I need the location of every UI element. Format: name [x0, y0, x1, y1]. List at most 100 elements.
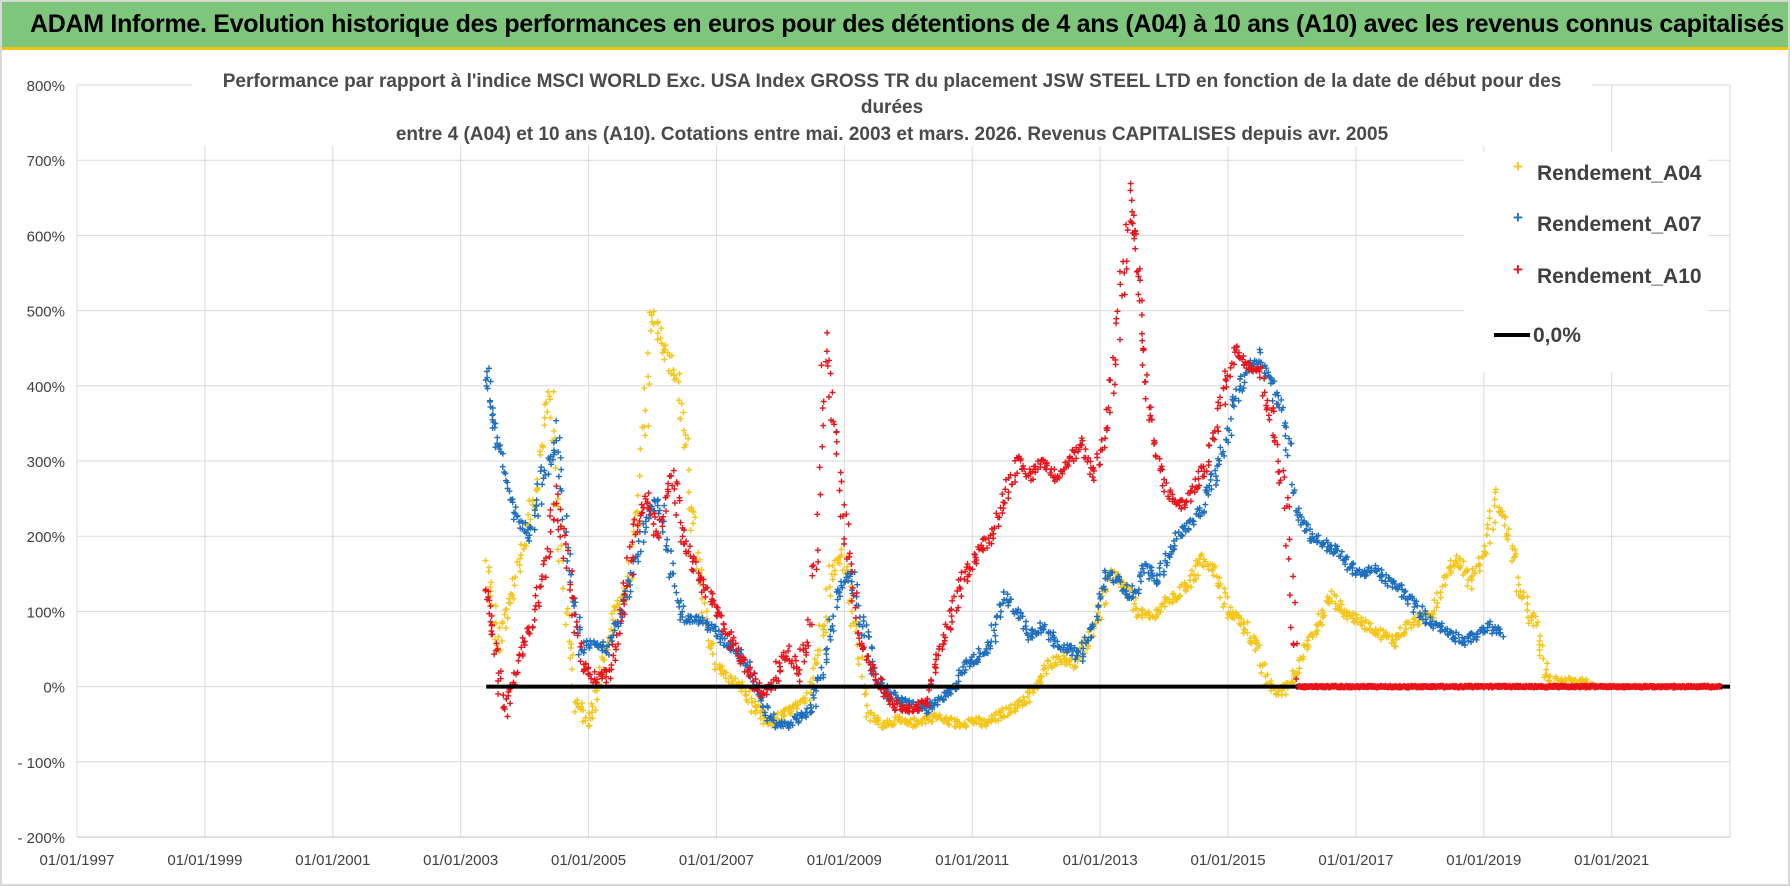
data-point-a04: [793, 705, 800, 712]
data-point-a04: [680, 427, 687, 434]
data-point-a04: [922, 720, 929, 727]
data-point-a07: [1072, 656, 1079, 663]
data-point-a07: [975, 645, 982, 652]
data-point-a07: [531, 526, 538, 533]
data-point-a04: [1132, 605, 1139, 612]
data-point-a07: [1233, 386, 1240, 393]
data-point-a10: [1128, 219, 1135, 226]
data-point-a04: [1515, 574, 1522, 581]
data-point-a04: [946, 721, 953, 728]
data-point-a07: [677, 616, 684, 623]
data-point-a07: [1051, 634, 1058, 641]
data-point-a07: [830, 627, 837, 634]
data-point-a04: [1350, 610, 1357, 617]
data-point-a04: [1566, 674, 1573, 681]
data-point-a07: [892, 692, 899, 699]
data-point-a07: [1055, 643, 1062, 650]
data-point-a10: [1139, 330, 1145, 337]
data-point-a10: [817, 491, 824, 498]
data-point-a07: [1500, 633, 1507, 640]
data-point-a04: [1433, 604, 1440, 611]
data-point-a04: [611, 608, 618, 614]
data-point-a10: [824, 329, 831, 336]
data-point-a04: [1532, 613, 1539, 620]
data-point-a10: [547, 528, 554, 535]
data-point-a04: [648, 327, 654, 334]
data-point-a04: [1512, 546, 1518, 553]
data-point-a07: [836, 589, 843, 596]
data-point-a04: [1315, 611, 1322, 618]
data-point-a04: [645, 373, 652, 380]
data-point-a10: [1161, 488, 1168, 495]
data-point-a10: [833, 438, 840, 445]
data-point-a04: [1492, 486, 1499, 493]
data-point-a04: [482, 557, 489, 564]
data-point-a04: [1333, 593, 1340, 600]
data-point-a04: [514, 558, 521, 565]
data-point-a10: [1107, 377, 1114, 384]
data-point-a10: [1086, 471, 1093, 478]
data-point-a10: [1020, 462, 1026, 469]
data-point-a07: [998, 608, 1004, 615]
data-point-a07: [1208, 486, 1215, 493]
data-point-a04: [1313, 631, 1320, 638]
data-point-a04: [1483, 550, 1490, 557]
data-point-a10: [841, 501, 848, 508]
data-point-a07: [1202, 501, 1209, 508]
data-point-a04: [988, 712, 995, 719]
data-point-a04: [757, 715, 764, 722]
data-point-a04: [1156, 607, 1162, 614]
data-point-a10: [1256, 374, 1263, 381]
data-point-a10: [567, 586, 573, 593]
data-point-a04: [1502, 514, 1508, 520]
data-point-a04: [1095, 609, 1102, 616]
data-point-a04: [1026, 698, 1033, 705]
data-point-a07: [841, 579, 847, 586]
data-point-a04: [552, 465, 559, 471]
data-point-a07: [854, 581, 861, 588]
data-point-a04: [1139, 606, 1146, 613]
data-point-a07: [1164, 559, 1171, 566]
data-point-a04: [495, 633, 502, 640]
data-point-a04: [1006, 710, 1013, 717]
data-point-a04: [907, 716, 914, 723]
data-point-a07: [770, 711, 777, 718]
data-point-a04: [516, 555, 523, 562]
data-point-a10: [826, 357, 832, 364]
data-point-a04: [1238, 615, 1245, 622]
data-point-a04: [504, 615, 511, 621]
data-point-a07: [627, 588, 634, 595]
data-point-a07: [1172, 530, 1179, 537]
data-point-a04: [997, 709, 1004, 716]
data-point-a04: [668, 352, 675, 359]
x-tick-label: 01/01/2005: [551, 852, 626, 869]
data-point-a10: [820, 422, 827, 429]
data-point-a07: [1143, 561, 1149, 568]
data-point-a07: [1090, 623, 1097, 630]
data-point-a04: [1295, 669, 1302, 676]
data-point-a04: [707, 645, 714, 652]
data-point-a04: [1224, 594, 1231, 600]
data-point-a04: [1431, 597, 1438, 603]
data-point-a07: [497, 449, 504, 455]
data-point-a10: [1205, 462, 1212, 469]
data-point-a04: [509, 591, 516, 598]
data-point-a04: [642, 432, 649, 439]
data-point-a04: [709, 651, 716, 657]
data-point-a07: [1123, 582, 1130, 588]
data-point-a07: [1095, 604, 1102, 611]
report-banner: ADAM Informe. Evolution historique des p…: [2, 2, 1788, 50]
data-point-a07: [1095, 617, 1101, 623]
data-point-a04: [1454, 560, 1461, 567]
data-point-a04: [1446, 564, 1453, 571]
data-point-a07: [861, 632, 868, 639]
data-point-a04: [698, 595, 705, 602]
data-point-a10: [932, 664, 939, 671]
data-point-a07: [1005, 599, 1012, 606]
data-point-a04: [1515, 581, 1522, 588]
data-point-a07: [1117, 578, 1124, 585]
data-point-a10: [826, 394, 832, 400]
y-tick-label: 200%: [27, 529, 65, 546]
legend-item-a07: + Rendement_A07: [1513, 208, 1702, 236]
